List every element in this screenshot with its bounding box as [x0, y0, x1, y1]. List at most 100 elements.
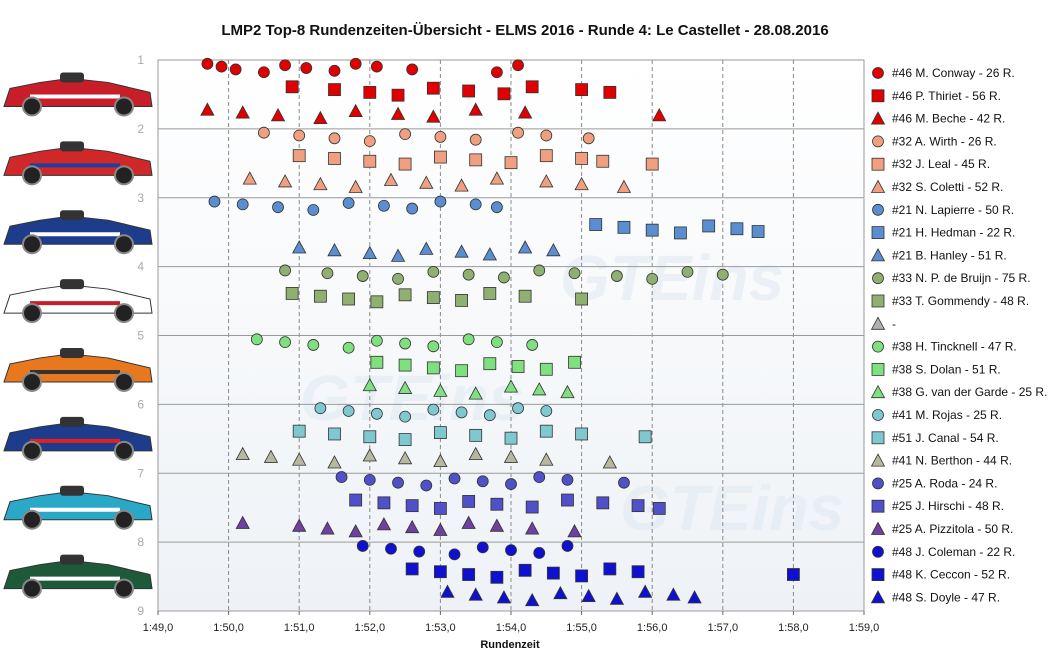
x-tick-label: 1:53,0 — [425, 622, 456, 634]
data-point — [567, 524, 582, 538]
series-group — [292, 424, 652, 446]
series-group — [405, 562, 800, 584]
legend-item: #46 M. Beche - 42 R. — [870, 111, 1005, 126]
legend-item: #38 S. Dolan - 51 R. — [871, 362, 1001, 376]
data-point — [581, 588, 596, 602]
data-point — [539, 424, 553, 438]
legend-label: #41 N. Berthon - 44 R. — [892, 454, 1012, 468]
data-point — [434, 195, 447, 208]
data-point — [419, 175, 434, 189]
data-point — [455, 406, 468, 419]
data-point — [363, 430, 377, 444]
legend-item: #21 H. Hedman - 22 R. — [871, 226, 1015, 240]
data-point — [609, 591, 625, 605]
data-point — [279, 59, 291, 72]
data-point — [468, 587, 483, 601]
data-point — [512, 126, 524, 139]
legend-marker — [872, 409, 884, 421]
data-point — [666, 587, 681, 601]
data-point — [702, 219, 716, 233]
data-point — [362, 245, 377, 260]
x-tick-label: 1:54,0 — [496, 622, 527, 634]
series-group — [285, 287, 588, 309]
data-point — [392, 272, 404, 285]
data-point — [462, 568, 476, 581]
data-point — [307, 339, 320, 351]
legend-item: #46 P. Thiriet - 56 R. — [871, 89, 1001, 103]
data-point — [518, 289, 532, 303]
data-point — [505, 544, 517, 557]
data-point — [652, 502, 666, 515]
data-point — [342, 292, 356, 306]
data-point — [342, 341, 355, 354]
data-point — [426, 291, 440, 305]
data-point — [292, 240, 307, 254]
legend-marker — [871, 499, 885, 513]
data-point — [390, 106, 406, 120]
data-point — [348, 103, 363, 118]
data-point — [533, 471, 546, 483]
data-point — [503, 379, 519, 393]
data-point — [426, 361, 440, 375]
y-tick-label: 3 — [137, 191, 144, 205]
series-group — [235, 446, 618, 469]
data-point — [582, 132, 595, 145]
data-point — [448, 548, 461, 561]
data-point — [504, 156, 518, 170]
data-point — [645, 157, 659, 171]
legend-marker — [870, 453, 886, 467]
data-point — [433, 565, 447, 579]
legend-label: #51 J. Canal - 54 R. — [892, 431, 999, 445]
data-point — [399, 337, 412, 350]
legend-marker — [872, 135, 884, 148]
data-point — [292, 452, 307, 466]
legend-label: #48 S. Doyle - 47 R. — [892, 590, 1000, 604]
legend-label: #46 M. Beche - 42 R. — [892, 112, 1005, 126]
data-point — [483, 409, 496, 422]
legend-marker — [870, 590, 886, 604]
data-point — [433, 426, 447, 439]
data-point — [328, 83, 341, 96]
data-point — [512, 59, 524, 72]
legend-label: #46 P. Thiriet - 56 R. — [892, 89, 1001, 103]
data-point — [370, 334, 383, 347]
data-point — [398, 157, 412, 171]
legend-item: #32 S. Coletti - 52 R. — [870, 179, 1003, 194]
data-point — [525, 592, 540, 607]
data-point — [631, 499, 645, 513]
y-tick-label: 2 — [137, 122, 144, 136]
data-point — [383, 172, 399, 186]
data-point — [313, 176, 328, 191]
data-point — [292, 149, 306, 163]
data-point — [730, 222, 744, 236]
data-point — [327, 242, 342, 257]
x-axis-label: Rundenzeit — [480, 639, 540, 651]
legend-marker — [872, 545, 884, 558]
data-point — [652, 108, 667, 122]
data-point — [335, 471, 348, 483]
legend-item: #41 N. Berthon - 44 R. — [870, 453, 1012, 468]
data-point — [356, 270, 369, 282]
data-point — [526, 339, 539, 351]
data-point — [356, 540, 369, 552]
data-point — [498, 271, 510, 284]
legend-label: #48 K. Ceccon - 52 R. — [892, 568, 1010, 582]
series-group — [335, 471, 630, 492]
data-point — [376, 517, 392, 531]
data-point — [751, 225, 765, 238]
data-point — [235, 446, 250, 461]
data-point — [399, 410, 412, 423]
data-point — [242, 171, 257, 185]
data-point — [539, 174, 554, 188]
x-tick-label: 1:50,0 — [213, 622, 244, 634]
series-group — [242, 171, 632, 193]
data-point — [681, 265, 694, 278]
legend-label: #25 A. Pizzitola - 50 R. — [892, 522, 1013, 536]
data-point — [235, 105, 250, 119]
legend-label: #25 J. Hirschi - 48 R. — [892, 499, 1004, 513]
data-point — [279, 264, 291, 277]
data-point — [575, 569, 588, 583]
data-point — [427, 340, 440, 353]
data-point — [490, 201, 503, 214]
data-point — [433, 502, 447, 515]
